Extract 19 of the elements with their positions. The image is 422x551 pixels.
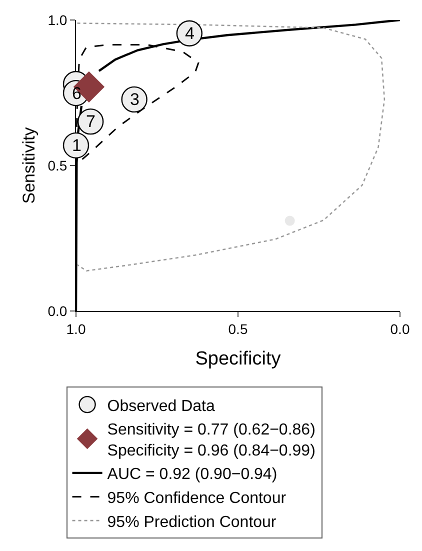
x-tick-label: 0.0 [390,320,410,337]
point [73,71,105,103]
y-axis-title: Sensitivity [19,126,38,204]
annotation: 7 [86,112,96,131]
legend-label: Observed Data [107,398,215,415]
annotation: 4 [185,24,194,43]
x-tick-label: 0.5 [228,320,248,337]
legend-label: AUC = 0.92 (0.90−0.94) [107,466,278,484]
x-axis-title: Specificity [195,348,282,370]
annotation: 1 [72,136,82,155]
legend-label: 95% Prediction Contour [107,514,277,531]
y-tick-label: 0.5 [48,157,68,174]
annotation: 3 [130,90,140,109]
y-tick-label: 1.0 [48,12,68,28]
legend-label: 95% Confidence Contour [107,490,287,507]
annotation: 6 [72,84,82,103]
legend-label: Sensitivity = 0.77 (0.62−0.86) Specificity = 0.96 (0.84−0.99) [107,422,316,460]
y-tick-label: 0.0 [48,302,68,319]
x-tick-label: 1.0 [66,320,86,337]
